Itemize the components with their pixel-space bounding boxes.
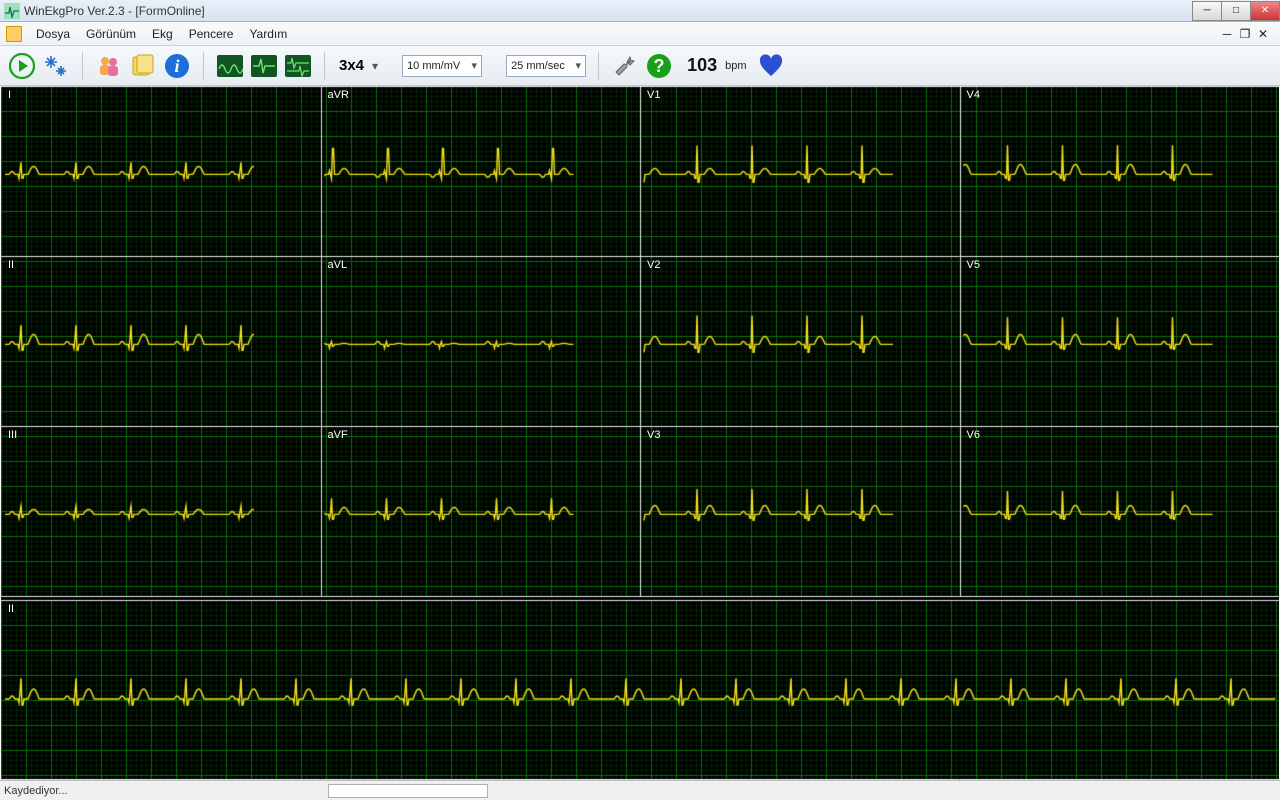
- svg-text:?: ?: [654, 56, 665, 76]
- menu-görünüm[interactable]: Görünüm: [78, 25, 144, 43]
- window-titlebar: WinEkgPro Ver.2.3 - [FormOnline] ─ □ ✕: [0, 0, 1280, 22]
- mdi-icon: [6, 26, 22, 42]
- info-icon: i: [164, 53, 190, 79]
- lead-label-V2: V2: [644, 258, 663, 272]
- wave-3-icon: [285, 55, 311, 77]
- lead-label-V6: V6: [964, 428, 983, 442]
- help-button[interactable]: ?: [645, 52, 673, 80]
- lead-label-rhythm: II: [5, 602, 17, 616]
- lead-label-V1: V1: [644, 88, 663, 102]
- settings-button[interactable]: [611, 52, 639, 80]
- lead-label-II: II: [5, 258, 17, 272]
- lead-label-V3: V3: [644, 428, 663, 442]
- bpm-unit: bpm: [725, 60, 746, 72]
- heart-icon: [758, 53, 784, 79]
- wave-2-icon: [251, 55, 277, 77]
- play-button[interactable]: [8, 52, 36, 80]
- wave-view-1[interactable]: [216, 52, 244, 80]
- maximize-button[interactable]: □: [1221, 1, 1251, 21]
- heart-indicator: [757, 52, 785, 80]
- ecg-display: IaVR V1 V4 II aVL V2 V5 III aVF V3 V6 II: [1, 86, 1279, 780]
- chevron-down-icon: ▾: [576, 59, 582, 72]
- statusbar: Kaydediyor...: [0, 780, 1280, 800]
- menu-pencere[interactable]: Pencere: [181, 25, 242, 43]
- chevron-down-icon: ▾: [472, 59, 478, 72]
- menu-yardım[interactable]: Yardım: [241, 25, 295, 43]
- app-icon: [4, 3, 20, 19]
- wave-view-2[interactable]: [250, 52, 278, 80]
- wrench-icon: [612, 53, 638, 79]
- menu-ekg[interactable]: Ekg: [144, 25, 181, 43]
- layout-label: 3x4: [337, 57, 366, 74]
- amplitude-dropdown[interactable]: 10 mm/mV ▾: [402, 55, 482, 77]
- ecg-trace-canvas: [1, 86, 1279, 780]
- freeze-button[interactable]: [42, 52, 70, 80]
- layout-dropdown-caret[interactable]: ▾: [372, 59, 378, 73]
- patients-icon: [96, 53, 122, 79]
- bpm-value: 103: [687, 55, 717, 76]
- close-button[interactable]: ✕: [1250, 1, 1280, 21]
- progress-bar: [328, 784, 488, 798]
- svg-text:i: i: [174, 56, 179, 76]
- toolbar: i 3x4 ▾ 10 mm/mV ▾ 25 mm/sec ▾ ? 103 bpm: [0, 46, 1280, 86]
- lead-label-aVF: aVF: [325, 428, 351, 442]
- status-text: Kaydediyor...: [4, 785, 68, 797]
- lead-label-V4: V4: [964, 88, 983, 102]
- lead-label-aVL: aVL: [325, 258, 351, 272]
- wave-1-icon: [217, 55, 243, 77]
- lead-label-V5: V5: [964, 258, 983, 272]
- snowflake-icon: [44, 54, 68, 78]
- play-icon: [9, 53, 35, 79]
- mdi-restore[interactable]: ❐: [1238, 27, 1252, 41]
- mdi-close[interactable]: ✕: [1256, 27, 1270, 41]
- info-button[interactable]: i: [163, 52, 191, 80]
- menubar: DosyaGörünümEkgPencereYardım ─ ❐ ✕: [0, 22, 1280, 46]
- wave-view-3[interactable]: [284, 52, 312, 80]
- lead-label-III: III: [5, 428, 20, 442]
- notes-button[interactable]: [129, 52, 157, 80]
- speed-dropdown[interactable]: 25 mm/sec ▾: [506, 55, 586, 77]
- lead-label-I: I: [5, 88, 14, 102]
- minimize-button[interactable]: ─: [1192, 1, 1222, 21]
- speed-value: 25 mm/sec: [511, 60, 575, 72]
- help-icon: ?: [646, 53, 672, 79]
- mdi-minimize[interactable]: ─: [1220, 27, 1234, 41]
- patients-button[interactable]: [95, 52, 123, 80]
- amplitude-value: 10 mm/mV: [407, 60, 471, 72]
- notes-icon: [130, 53, 156, 79]
- window-title: WinEkgPro Ver.2.3 - [FormOnline]: [24, 4, 1193, 18]
- mdi-controls: ─ ❐ ✕: [1220, 27, 1274, 41]
- lead-label-aVR: aVR: [325, 88, 352, 102]
- menu-dosya[interactable]: Dosya: [28, 25, 78, 43]
